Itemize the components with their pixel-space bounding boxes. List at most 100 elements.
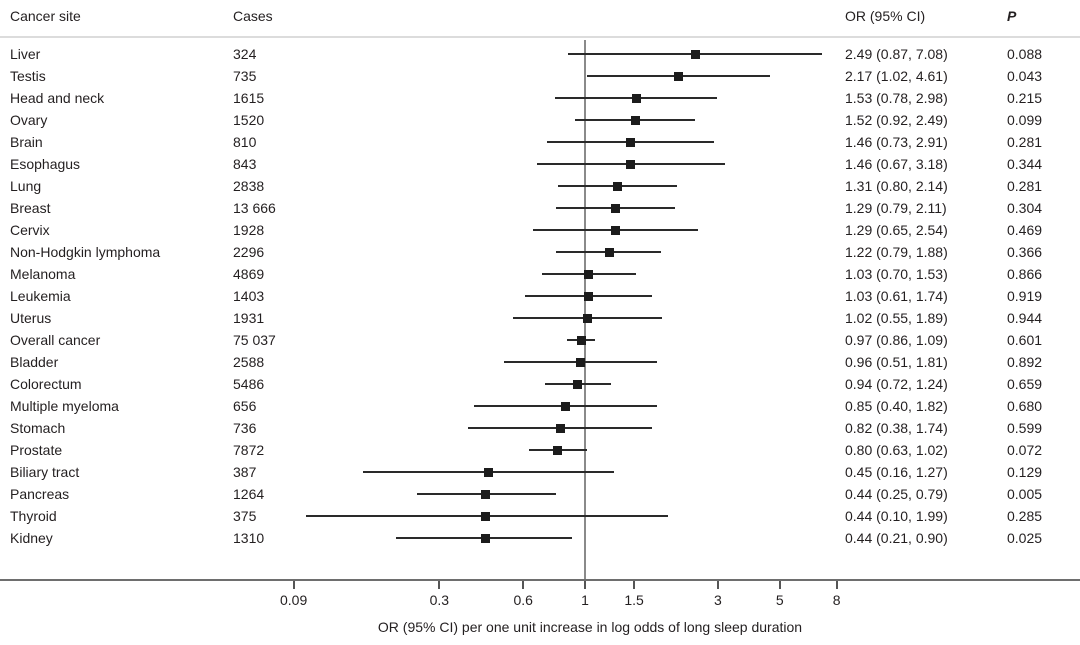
cancer-site-label: Liver [10, 46, 41, 62]
cancer-site-label: Colorectum [10, 376, 82, 392]
p-value: 0.866 [1007, 266, 1043, 282]
column-header-cases: Cases [233, 8, 273, 24]
cancer-site-label: Esophagus [10, 156, 81, 172]
x-axis-tick-label: 5 [775, 592, 784, 608]
cases-value: 13 666 [233, 200, 276, 216]
x-axis-label: OR (95% CI) per one unit increase in log… [377, 619, 803, 635]
or-square-marker [575, 357, 585, 367]
cancer-site-label: Head and neck [10, 90, 105, 106]
cancer-site-label: Cervix [10, 222, 50, 238]
cases-value: 4869 [233, 266, 265, 282]
p-value: 0.043 [1007, 68, 1043, 84]
x-axis-tick-label: 8 [832, 592, 841, 608]
x-axis-tick-mark [292, 581, 295, 589]
or-square-marker [690, 49, 700, 59]
p-value: 0.601 [1007, 332, 1043, 348]
p-value: 0.281 [1007, 134, 1043, 150]
or-ci-value: 1.46 (0.67, 3.18) [845, 156, 948, 172]
p-value: 0.088 [1007, 46, 1043, 62]
cancer-site-label: Biliary tract [10, 464, 80, 480]
or-ci-value: 1.31 (0.80, 2.14) [845, 178, 948, 194]
or-ci-value: 0.85 (0.40, 1.82) [845, 398, 948, 414]
cases-value: 1928 [233, 222, 265, 238]
p-value: 0.304 [1007, 200, 1043, 216]
or-square-marker [611, 203, 621, 213]
column-header-or-ci: OR (95% CI) [845, 8, 926, 24]
p-value: 0.285 [1007, 508, 1043, 524]
x-axis-tick-label: 0.09 [280, 592, 308, 608]
p-value: 0.919 [1007, 288, 1043, 304]
or-square-marker [582, 313, 592, 323]
cases-value: 1264 [233, 486, 265, 502]
column-header-p-value: P [1007, 8, 1017, 24]
x-axis-tick-label: 0.3 [429, 592, 450, 608]
p-value: 0.469 [1007, 222, 1043, 238]
p-value: 0.281 [1007, 178, 1043, 194]
p-value: 0.892 [1007, 354, 1043, 370]
or-square-marker [556, 423, 566, 433]
x-axis-tick-mark [522, 581, 525, 589]
p-value: 0.099 [1007, 112, 1043, 128]
or-square-marker [626, 159, 636, 169]
or-square-marker [573, 379, 582, 389]
or-square-marker [584, 269, 594, 279]
cases-value: 810 [233, 134, 257, 150]
or-ci-value: 0.44 (0.21, 0.90) [845, 530, 948, 546]
or-square-marker [481, 489, 491, 499]
cases-value: 2296 [233, 244, 265, 260]
or-ci-value: 0.45 (0.16, 1.27) [845, 464, 948, 480]
or-ci-value: 0.97 (0.86, 1.09) [845, 332, 948, 348]
or-square-marker [674, 71, 684, 81]
or-ci-value: 0.94 (0.72, 1.24) [845, 376, 948, 392]
cancer-site-label: Non-Hodgkin lymphoma [10, 244, 161, 260]
cases-value: 736 [233, 420, 257, 436]
or-square-marker [604, 247, 614, 257]
x-axis-tick-mark [438, 581, 441, 589]
cases-value: 843 [233, 156, 257, 172]
or-ci-value: 1.29 (0.65, 2.54) [845, 222, 948, 238]
cases-value: 2588 [233, 354, 265, 370]
or-square-marker [481, 511, 491, 521]
or-ci-value: 2.17 (1.02, 4.61) [845, 68, 948, 84]
cases-value: 375 [233, 508, 257, 524]
x-axis-tick-label: 1.5 [624, 592, 644, 608]
x-axis-tick-mark [716, 581, 719, 589]
header-rule [0, 36, 1080, 38]
reference-line-or-1 [584, 40, 586, 580]
x-axis-tick-mark [778, 581, 781, 589]
cases-value: 656 [233, 398, 257, 414]
x-axis-tick-mark [633, 581, 636, 589]
or-square-marker [576, 335, 586, 345]
p-value: 0.366 [1007, 244, 1043, 260]
cancer-site-label: Prostate [10, 442, 63, 458]
cancer-site-label: Overall cancer [10, 332, 101, 348]
cancer-site-label: Melanoma [10, 266, 76, 282]
p-value: 0.944 [1007, 310, 1043, 326]
cases-value: 2838 [233, 178, 265, 194]
or-square-marker [584, 291, 594, 301]
cases-value: 324 [233, 46, 257, 62]
or-ci-value: 1.53 (0.78, 2.98) [845, 90, 948, 106]
cancer-site-label: Stomach [10, 420, 66, 436]
or-ci-value: 0.44 (0.10, 1.99) [845, 508, 948, 524]
or-ci-value: 2.49 (0.87, 7.08) [845, 46, 948, 62]
cancer-site-label: Breast [10, 200, 51, 216]
p-value: 0.215 [1007, 90, 1043, 106]
or-square-marker [560, 401, 570, 411]
cancer-site-label: Kidney [10, 530, 53, 546]
or-ci-value: 1.52 (0.92, 2.49) [845, 112, 948, 128]
cases-value: 1310 [233, 530, 265, 546]
cases-value: 1403 [233, 288, 265, 304]
cancer-site-label: Ovary [10, 112, 48, 128]
cancer-site-label: Pancreas [10, 486, 70, 502]
or-square-marker [631, 93, 641, 103]
or-ci-value: 1.29 (0.79, 2.11) [845, 200, 947, 216]
cancer-site-label: Bladder [10, 354, 59, 370]
cancer-site-label: Uterus [10, 310, 52, 326]
cases-value: 5486 [233, 376, 265, 392]
or-ci-value: 0.96 (0.51, 1.81) [845, 354, 948, 370]
x-axis-tick-label: 0.6 [513, 592, 533, 608]
or-square-marker [553, 445, 563, 455]
cancer-site-label: Thyroid [10, 508, 57, 524]
